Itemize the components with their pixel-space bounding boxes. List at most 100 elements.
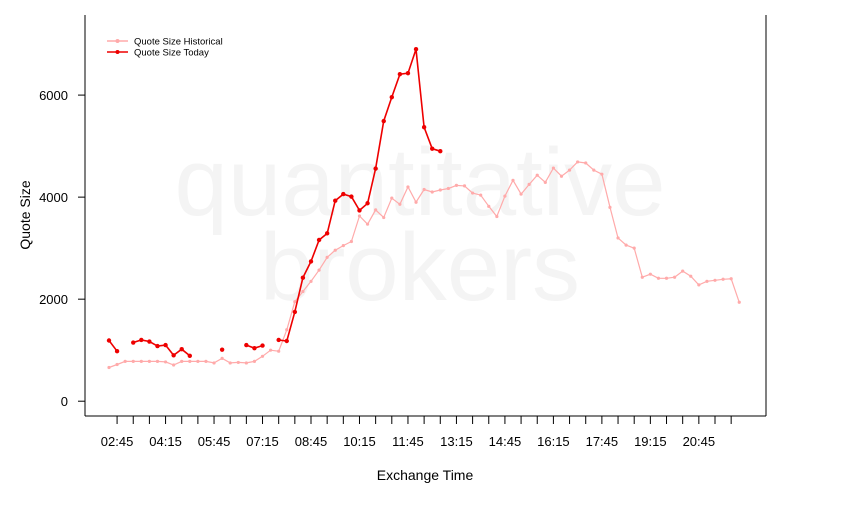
point: [397, 71, 403, 77]
point: [107, 365, 111, 370]
point: [503, 194, 507, 198]
point: [487, 204, 491, 208]
point: [163, 360, 168, 364]
legend-marker: [115, 50, 120, 54]
point: [592, 168, 596, 172]
x-tick-label: 14:45: [489, 434, 522, 449]
point: [106, 338, 112, 343]
point: [584, 161, 588, 165]
point: [357, 214, 362, 218]
x-tick-label: 13:15: [440, 434, 473, 449]
point: [220, 356, 224, 360]
point: [438, 188, 442, 192]
legend-marker: [115, 39, 120, 43]
point: [269, 348, 273, 352]
point: [406, 185, 410, 189]
point: [284, 338, 289, 344]
point: [390, 196, 394, 200]
point: [535, 173, 539, 177]
point: [471, 191, 475, 195]
point: [236, 360, 240, 365]
point: [180, 359, 184, 364]
point: [316, 237, 322, 243]
x-tick-label: 11:45: [392, 434, 424, 449]
point: [422, 187, 426, 192]
point: [365, 201, 370, 206]
point: [632, 246, 636, 250]
point: [260, 343, 265, 348]
point: [551, 166, 556, 170]
point: [567, 168, 572, 172]
point: [673, 275, 677, 279]
x-tick-label: 20:45: [683, 434, 716, 449]
y-tick-label: 0: [61, 394, 68, 409]
point: [600, 172, 604, 176]
y-tick-label: 2000: [39, 292, 68, 307]
point: [300, 275, 306, 280]
point: [301, 289, 305, 294]
point: [309, 279, 313, 283]
point: [317, 268, 321, 272]
point: [333, 198, 338, 203]
point: [188, 359, 192, 364]
point: [285, 328, 289, 332]
point: [737, 300, 741, 304]
x-axis-label: Exchange Time: [377, 467, 474, 483]
point: [277, 349, 281, 353]
point: [713, 278, 717, 282]
point: [212, 361, 216, 365]
watermark: brokers: [260, 214, 580, 321]
x-tick-label: 16:15: [537, 434, 570, 449]
point: [163, 342, 168, 348]
point: [559, 174, 564, 178]
point: [252, 345, 257, 351]
point: [244, 361, 248, 365]
legend-label: Quote Size Historical: [134, 37, 223, 48]
watermark: quantitative: [174, 129, 665, 236]
x-tick-label: 17:45: [586, 434, 619, 449]
point: [131, 359, 135, 364]
point: [172, 363, 176, 367]
point: [414, 200, 418, 204]
point: [114, 349, 120, 354]
point: [389, 94, 394, 100]
point: [357, 208, 362, 213]
point: [430, 146, 435, 151]
y-axis-label: Quote Size: [17, 180, 33, 249]
point: [382, 215, 386, 220]
point: [721, 277, 725, 281]
point: [187, 353, 192, 358]
point: [204, 359, 208, 364]
point: [543, 180, 547, 184]
point: [147, 359, 151, 364]
point: [479, 193, 483, 197]
x-tick-label: 08:45: [295, 434, 328, 449]
point: [398, 202, 402, 206]
point: [308, 259, 314, 264]
point: [624, 243, 628, 247]
point: [697, 283, 701, 287]
point: [656, 276, 661, 280]
point: [430, 190, 434, 194]
point: [115, 362, 119, 367]
point: [341, 244, 345, 248]
point: [260, 354, 265, 358]
x-tick-label: 19:15: [634, 434, 667, 449]
point: [341, 191, 346, 197]
point: [131, 340, 136, 345]
point: [729, 277, 733, 281]
point: [333, 248, 337, 252]
point: [324, 231, 330, 236]
point: [292, 309, 298, 315]
point: [276, 337, 281, 343]
point: [325, 255, 329, 259]
x-tick-label: 07:15: [246, 434, 279, 449]
point: [511, 178, 515, 182]
point: [139, 359, 143, 364]
point: [519, 192, 523, 196]
point: [196, 359, 200, 364]
point: [438, 149, 443, 154]
point: [349, 194, 354, 199]
point: [373, 166, 378, 171]
